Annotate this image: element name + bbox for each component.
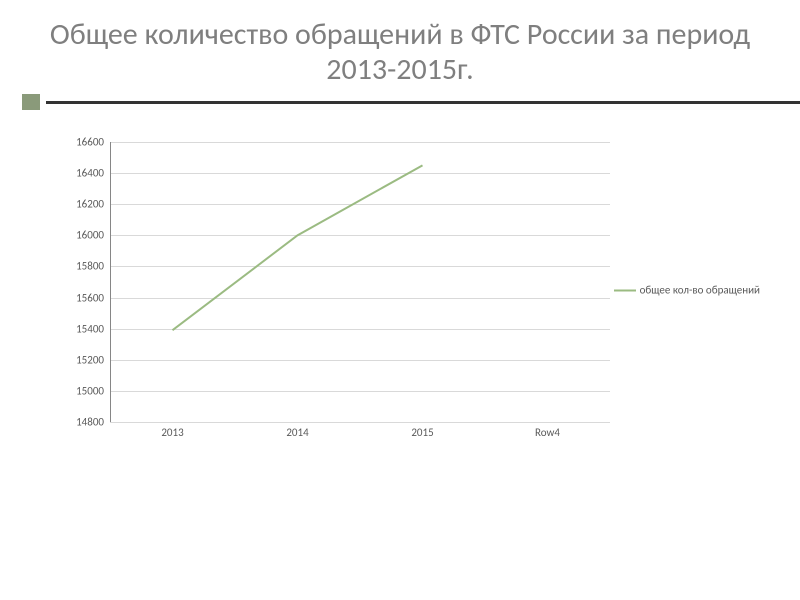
x-tick-label: Row4 (535, 426, 560, 439)
legend: общее кол-во обращений (614, 284, 760, 297)
slide-title: Общее количество обращений в ФТС России … (0, 0, 800, 95)
slide: Общее количество обращений в ФТС России … (0, 0, 800, 600)
y-tick-label: 15400 (54, 322, 104, 335)
legend-label: общее кол-во обращений (640, 284, 760, 297)
grid-line (110, 422, 610, 423)
y-axis: 1480015000152001540015600158001600016200… (54, 142, 108, 422)
y-tick-label: 16400 (54, 167, 104, 180)
divider-line (46, 101, 800, 104)
x-axis: 2013 2014 2015 Row4 (110, 426, 610, 446)
title-divider (0, 95, 800, 109)
y-tick-label: 16000 (54, 229, 104, 242)
line-series (110, 142, 610, 422)
x-tick-label: 2015 (411, 426, 433, 439)
y-tick-label: 15800 (54, 260, 104, 273)
x-tick-label: 2013 (161, 426, 183, 439)
chart-container: 14800 15000 15200 15400 15600 15800 16000 16200… (54, 130, 754, 450)
y-tick-label: 16200 (54, 198, 104, 211)
plot-area (110, 142, 610, 422)
y-tick-label: 16600 (54, 136, 104, 149)
y-tick-label: 14800 (54, 416, 104, 429)
x-tick-label: 2014 (286, 426, 308, 439)
y-tick-label: 15200 (54, 353, 104, 366)
y-tick-label: 15000 (54, 384, 104, 397)
divider-square (22, 94, 40, 110)
y-tick-label: 15600 (54, 291, 104, 304)
legend-swatch (614, 289, 636, 291)
